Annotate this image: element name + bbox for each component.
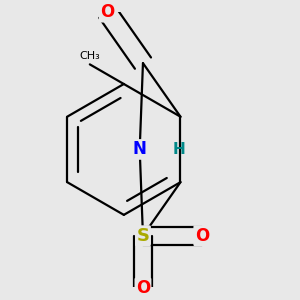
Text: O: O [136, 279, 150, 297]
Text: O: O [100, 3, 114, 21]
Text: CH₃: CH₃ [80, 51, 100, 61]
Text: H: H [172, 142, 185, 157]
Text: N: N [133, 140, 147, 158]
Text: O: O [195, 227, 209, 245]
Text: S: S [136, 227, 149, 245]
